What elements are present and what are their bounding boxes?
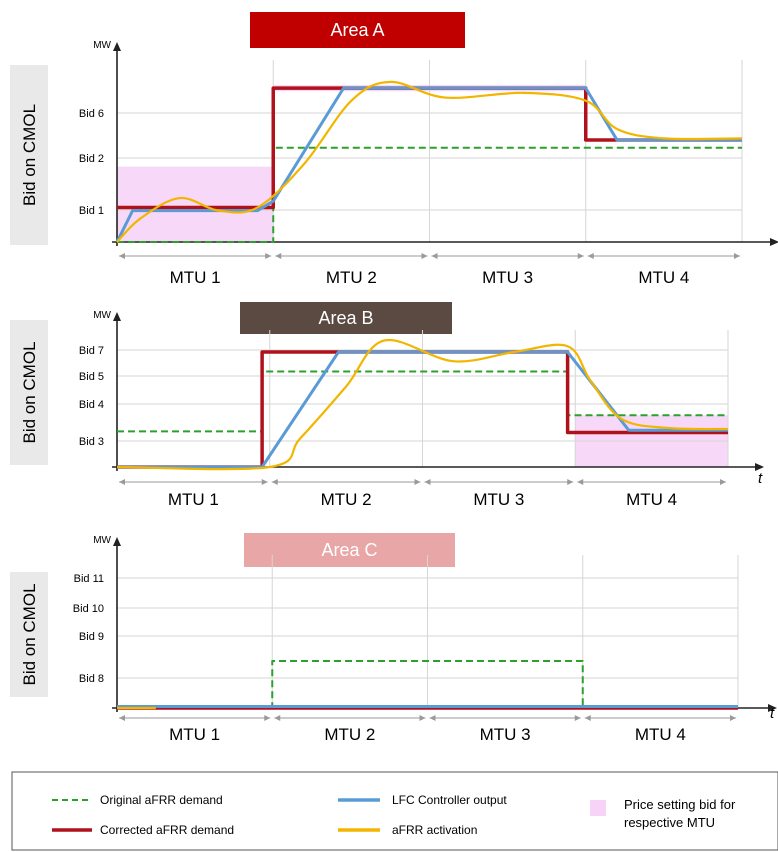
y-tick-label: Bid 11 — [74, 573, 104, 585]
y-axis-label: Bid on CMOL — [20, 583, 39, 685]
mtu-label: MTU 3 — [482, 268, 533, 287]
mtu-label: MTU 1 — [170, 268, 221, 287]
y-axis-label: Bid on CMOL — [20, 341, 39, 443]
chart-panel-1: Bid on CMOL Area A MW Bid 1 Bid 2 Bid 6 MTU 1 M… — [10, 12, 778, 287]
mtu-span-arrow — [587, 253, 594, 259]
mtu-span-arrow — [119, 479, 125, 485]
mtu-label: MTU 1 — [168, 490, 219, 509]
x-axis-arrow — [768, 704, 777, 712]
mtu-span-arrow — [431, 253, 438, 259]
series-line-afrr-activation — [116, 80, 743, 243]
chart-panel-3: Bid on CMOL Area C MW t Bid 8 Bid 9 Bid 10 Bid … — [10, 533, 777, 744]
mtu-span-arrow — [264, 715, 271, 721]
y-tick-label: Bid 9 — [79, 631, 104, 643]
chart-title-box — [240, 302, 452, 334]
legend: Original aFRR demand Corrected aFRR deman… — [11, 771, 778, 851]
mtu-span-arrow — [271, 479, 278, 485]
mtu-span-arrow — [119, 253, 125, 259]
price-setting-band-mtu1 — [117, 166, 274, 242]
mtu-span-arrow — [265, 253, 272, 259]
legend-box — [11, 771, 778, 851]
y-axis-arrow — [113, 42, 121, 51]
legend-label-price-setting-2: respective MTU — [624, 815, 715, 830]
series-line-afrr-activation — [116, 338, 729, 471]
chart-title: Area A — [330, 20, 384, 40]
legend-label-original-demand: Original aFRR demand — [100, 793, 223, 807]
y-unit-label: MW — [93, 40, 111, 51]
mtu-span-arrow — [424, 479, 431, 485]
mtu-span-arrow — [584, 715, 591, 721]
chart-panel-2: Bid on CMOL Area B MW t Bid 3 Bid 4 Bid 5 Bid 7… — [10, 302, 764, 509]
y-tick-label: Bid 5 — [79, 371, 104, 383]
mtu-label: MTU 3 — [480, 725, 531, 744]
chart-title-box — [250, 12, 465, 48]
mtu-label: MTU 2 — [324, 725, 375, 744]
mtu-label: MTU 1 — [169, 725, 220, 744]
mtu-span-arrow — [577, 479, 584, 485]
y-tick-label: Bid 3 — [79, 436, 104, 448]
y-tick-label: Bid 8 — [79, 673, 104, 685]
legend-swatch-price-setting — [590, 800, 606, 816]
ylabel-box — [10, 320, 48, 465]
y-unit-label: MW — [93, 535, 111, 546]
y-tick-label: Bid 1 — [79, 205, 104, 217]
mtu-label: MTU 4 — [638, 268, 689, 287]
x-unit-label: t — [770, 705, 775, 722]
ylabel-box — [10, 572, 48, 697]
chart-title-box — [244, 533, 455, 567]
chart-title: Area B — [318, 308, 373, 328]
x-axis-arrow — [755, 463, 764, 471]
mtu-label: MTU 2 — [326, 268, 377, 287]
mtu-span-arrow — [720, 479, 726, 485]
y-tick-label: Bid 7 — [79, 345, 104, 357]
mtu-span-arrow — [730, 715, 736, 721]
legend-label-afrr-activation: aFRR activation — [392, 823, 477, 837]
y-tick-label: Bid 10 — [73, 603, 104, 615]
mtu-label: MTU 3 — [473, 490, 524, 509]
y-axis-arrow — [113, 312, 121, 321]
x-axis-arrow — [770, 238, 778, 246]
mtu-span-arrow — [421, 253, 428, 259]
mtu-span-arrow — [734, 253, 740, 259]
series-line-lfc-output — [117, 350, 728, 469]
mtu-span-arrow — [119, 715, 125, 721]
y-tick-label: Bid 4 — [79, 399, 104, 411]
mtu-span-arrow — [274, 715, 281, 721]
legend-label-price-setting-1: Price setting bid for — [624, 797, 736, 812]
chart-title: Area C — [321, 540, 377, 560]
series-line-original-demand — [117, 370, 728, 433]
y-tick-label: Bid 2 — [79, 153, 104, 165]
ylabel-box — [10, 65, 48, 245]
mtu-span-arrow — [419, 715, 426, 721]
y-axis-arrow — [113, 537, 121, 546]
mtu-span-arrow — [429, 715, 436, 721]
x-unit-label: t — [758, 470, 763, 487]
y-tick-label: Bid 6 — [79, 108, 104, 120]
y-unit-label: MW — [93, 310, 111, 321]
mtu-span-arrow — [567, 479, 574, 485]
mtu-span-arrow — [574, 715, 581, 721]
y-axis-label: Bid on CMOL — [20, 104, 39, 206]
mtu-span-arrow — [261, 479, 268, 485]
mtu-span-arrow — [275, 253, 282, 259]
legend-label-corrected-demand: Corrected aFRR demand — [100, 823, 234, 837]
mtu-span-arrow — [577, 253, 584, 259]
mtu-label: MTU 4 — [626, 490, 677, 509]
mtu-label: MTU 4 — [635, 725, 686, 744]
legend-label-lfc-output: LFC Controller output — [392, 793, 507, 807]
mtu-label: MTU 2 — [321, 490, 372, 509]
mtu-span-arrow — [414, 479, 421, 485]
